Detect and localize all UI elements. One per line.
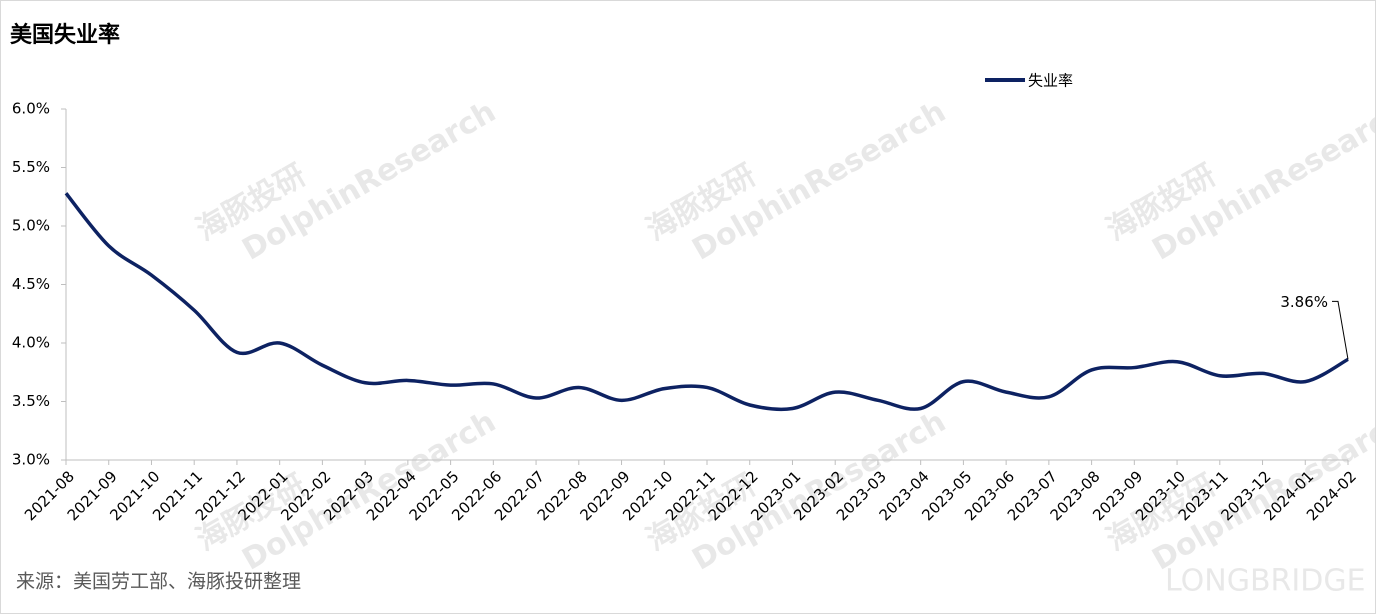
line-series bbox=[64, 192, 1349, 412]
source: 来源：美国劳工部、海豚投研整理 bbox=[16, 571, 301, 593]
watermark: LONGBRIDGE bbox=[1165, 564, 1366, 599]
y-tick-label: 4.5% bbox=[12, 275, 50, 293]
y-tick-label: 4.0% bbox=[12, 334, 50, 352]
y-tick-label: 3.0% bbox=[12, 451, 50, 469]
y-tick-label: 3.5% bbox=[12, 392, 50, 410]
legend-label: 失业率 bbox=[1028, 72, 1073, 90]
y-tick-label: 5.0% bbox=[12, 217, 50, 235]
y-tick-label: 6.0% bbox=[12, 100, 50, 118]
data-label: 3.86% bbox=[1280, 293, 1328, 311]
chart-title: 美国失业率 bbox=[10, 22, 120, 48]
y-tick-label: 5.5% bbox=[12, 158, 50, 176]
label-leader bbox=[1332, 300, 1349, 360]
